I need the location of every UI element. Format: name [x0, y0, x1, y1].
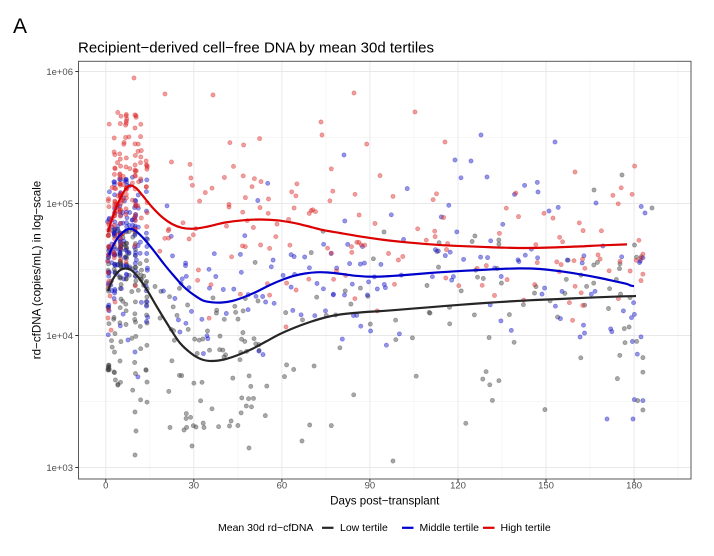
svg-text:90: 90: [365, 481, 376, 492]
svg-text:A: A: [13, 15, 27, 38]
svg-text:180: 180: [626, 481, 642, 492]
svg-text:High tertile: High tertile: [501, 522, 551, 534]
svg-text:Low tertile: Low tertile: [340, 522, 388, 534]
svg-text:150: 150: [538, 481, 554, 492]
svg-text:30: 30: [189, 481, 200, 492]
svg-text:Mean 30d rd−cfDNA: Mean 30d rd−cfDNA: [218, 522, 313, 534]
svg-text:Days post−transplant: Days post−transplant: [330, 495, 440, 508]
svg-text:Middle tertile: Middle tertile: [420, 522, 480, 534]
svg-text:120: 120: [450, 481, 466, 492]
svg-text:1e+03: 1e+03: [46, 463, 73, 474]
svg-text:0: 0: [103, 481, 108, 492]
svg-text:rd−cfDNA (copies/mL) in log−sc: rd−cfDNA (copies/mL) in log−scale: [31, 181, 44, 360]
svg-text:1e+05: 1e+05: [46, 199, 73, 210]
svg-text:Recipient−derived cell−free DN: Recipient−derived cell−free DNA by mean …: [78, 40, 434, 57]
svg-text:1e+04: 1e+04: [46, 331, 73, 342]
svg-text:1e+06: 1e+06: [46, 67, 73, 78]
svg-text:60: 60: [277, 481, 288, 492]
